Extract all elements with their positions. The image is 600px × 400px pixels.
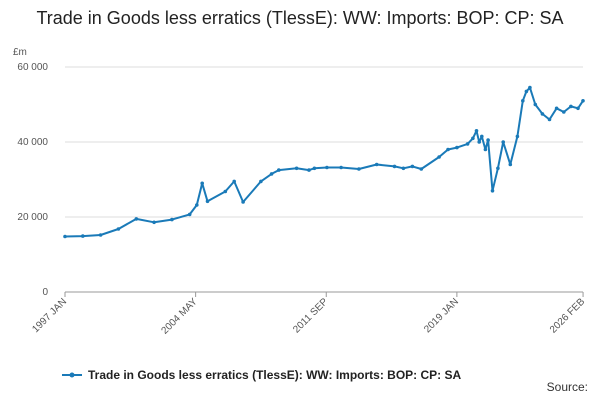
data-point [533, 102, 538, 107]
data-point [455, 145, 459, 150]
data-point [205, 199, 210, 204]
data-point [134, 217, 139, 221]
data-point [486, 138, 490, 142]
y-tick-label: 20 000 [17, 212, 48, 223]
data-point [480, 134, 484, 139]
series-line [64, 86, 584, 238]
data-point [259, 179, 263, 184]
data-point [294, 166, 299, 171]
data-point [277, 168, 281, 172]
data-point [501, 140, 506, 144]
chart-title: Trade in Goods less erratics (TlessE): W… [36, 8, 564, 28]
y-tick-label: 0 [42, 287, 48, 298]
data-point [446, 147, 450, 152]
data-point [515, 134, 520, 139]
data-point [152, 220, 156, 225]
data-point [524, 89, 529, 94]
x-tick-label: 2004 MAY [159, 296, 200, 337]
data-point [540, 112, 545, 116]
data-point [241, 200, 245, 204]
data-point [325, 165, 329, 170]
data-point [63, 234, 67, 239]
x-tick-label: 2026 FEB [548, 296, 587, 335]
data-point [223, 189, 228, 194]
data-point [200, 181, 204, 186]
data-point [437, 155, 441, 159]
data-point [187, 212, 192, 217]
data-point [465, 142, 470, 146]
data-point [581, 99, 585, 103]
data-point [477, 140, 482, 144]
data-point [410, 164, 415, 169]
data-point [569, 104, 573, 109]
data-point [490, 189, 495, 193]
data-point [269, 172, 274, 176]
data-point [508, 162, 513, 167]
data-point [554, 106, 559, 111]
data-point [392, 164, 397, 169]
data-point [98, 233, 103, 237]
x-tick-label: 1997 JAN [30, 296, 69, 335]
plot-area [63, 85, 585, 239]
x-tick-label: 2011 SEP [291, 296, 330, 335]
data-point [576, 106, 580, 111]
x-axis: 1997 JAN 2004 MAY 2011 SEP 2019 JAN 2026 FEB [30, 292, 587, 337]
data-point [116, 227, 121, 231]
data-point [483, 147, 488, 152]
source-label: Source: [546, 380, 588, 394]
data-point [232, 179, 236, 184]
y-unit-label: £m [13, 47, 27, 58]
data-point [307, 168, 311, 172]
data-point [195, 203, 199, 207]
y-tick-label: 60 000 [17, 62, 48, 73]
data-point [339, 165, 343, 170]
data-point [562, 110, 566, 114]
data-point [312, 166, 317, 171]
data-point [170, 217, 174, 222]
legend-swatch-marker [69, 372, 75, 378]
data-point [357, 167, 361, 171]
data-point [547, 117, 552, 122]
data-point [496, 166, 500, 171]
y-tick-label: 40 000 [17, 137, 48, 148]
data-point [419, 167, 424, 171]
data-point [401, 166, 406, 171]
legend-series-label: Trade in Goods less erratics (TlessE): W… [88, 368, 462, 382]
data-point [374, 162, 379, 167]
data-point [471, 136, 475, 141]
data-point [81, 234, 85, 238]
data-point [521, 99, 525, 103]
data-point [474, 129, 479, 133]
legend: Trade in Goods less erratics (TlessE): W… [62, 368, 462, 382]
gridlines [65, 66, 583, 293]
data-point [528, 85, 532, 90]
y-axis: 0 20 000 40 000 60 000 [17, 62, 48, 298]
x-tick-label: 2019 JAN [422, 296, 461, 335]
